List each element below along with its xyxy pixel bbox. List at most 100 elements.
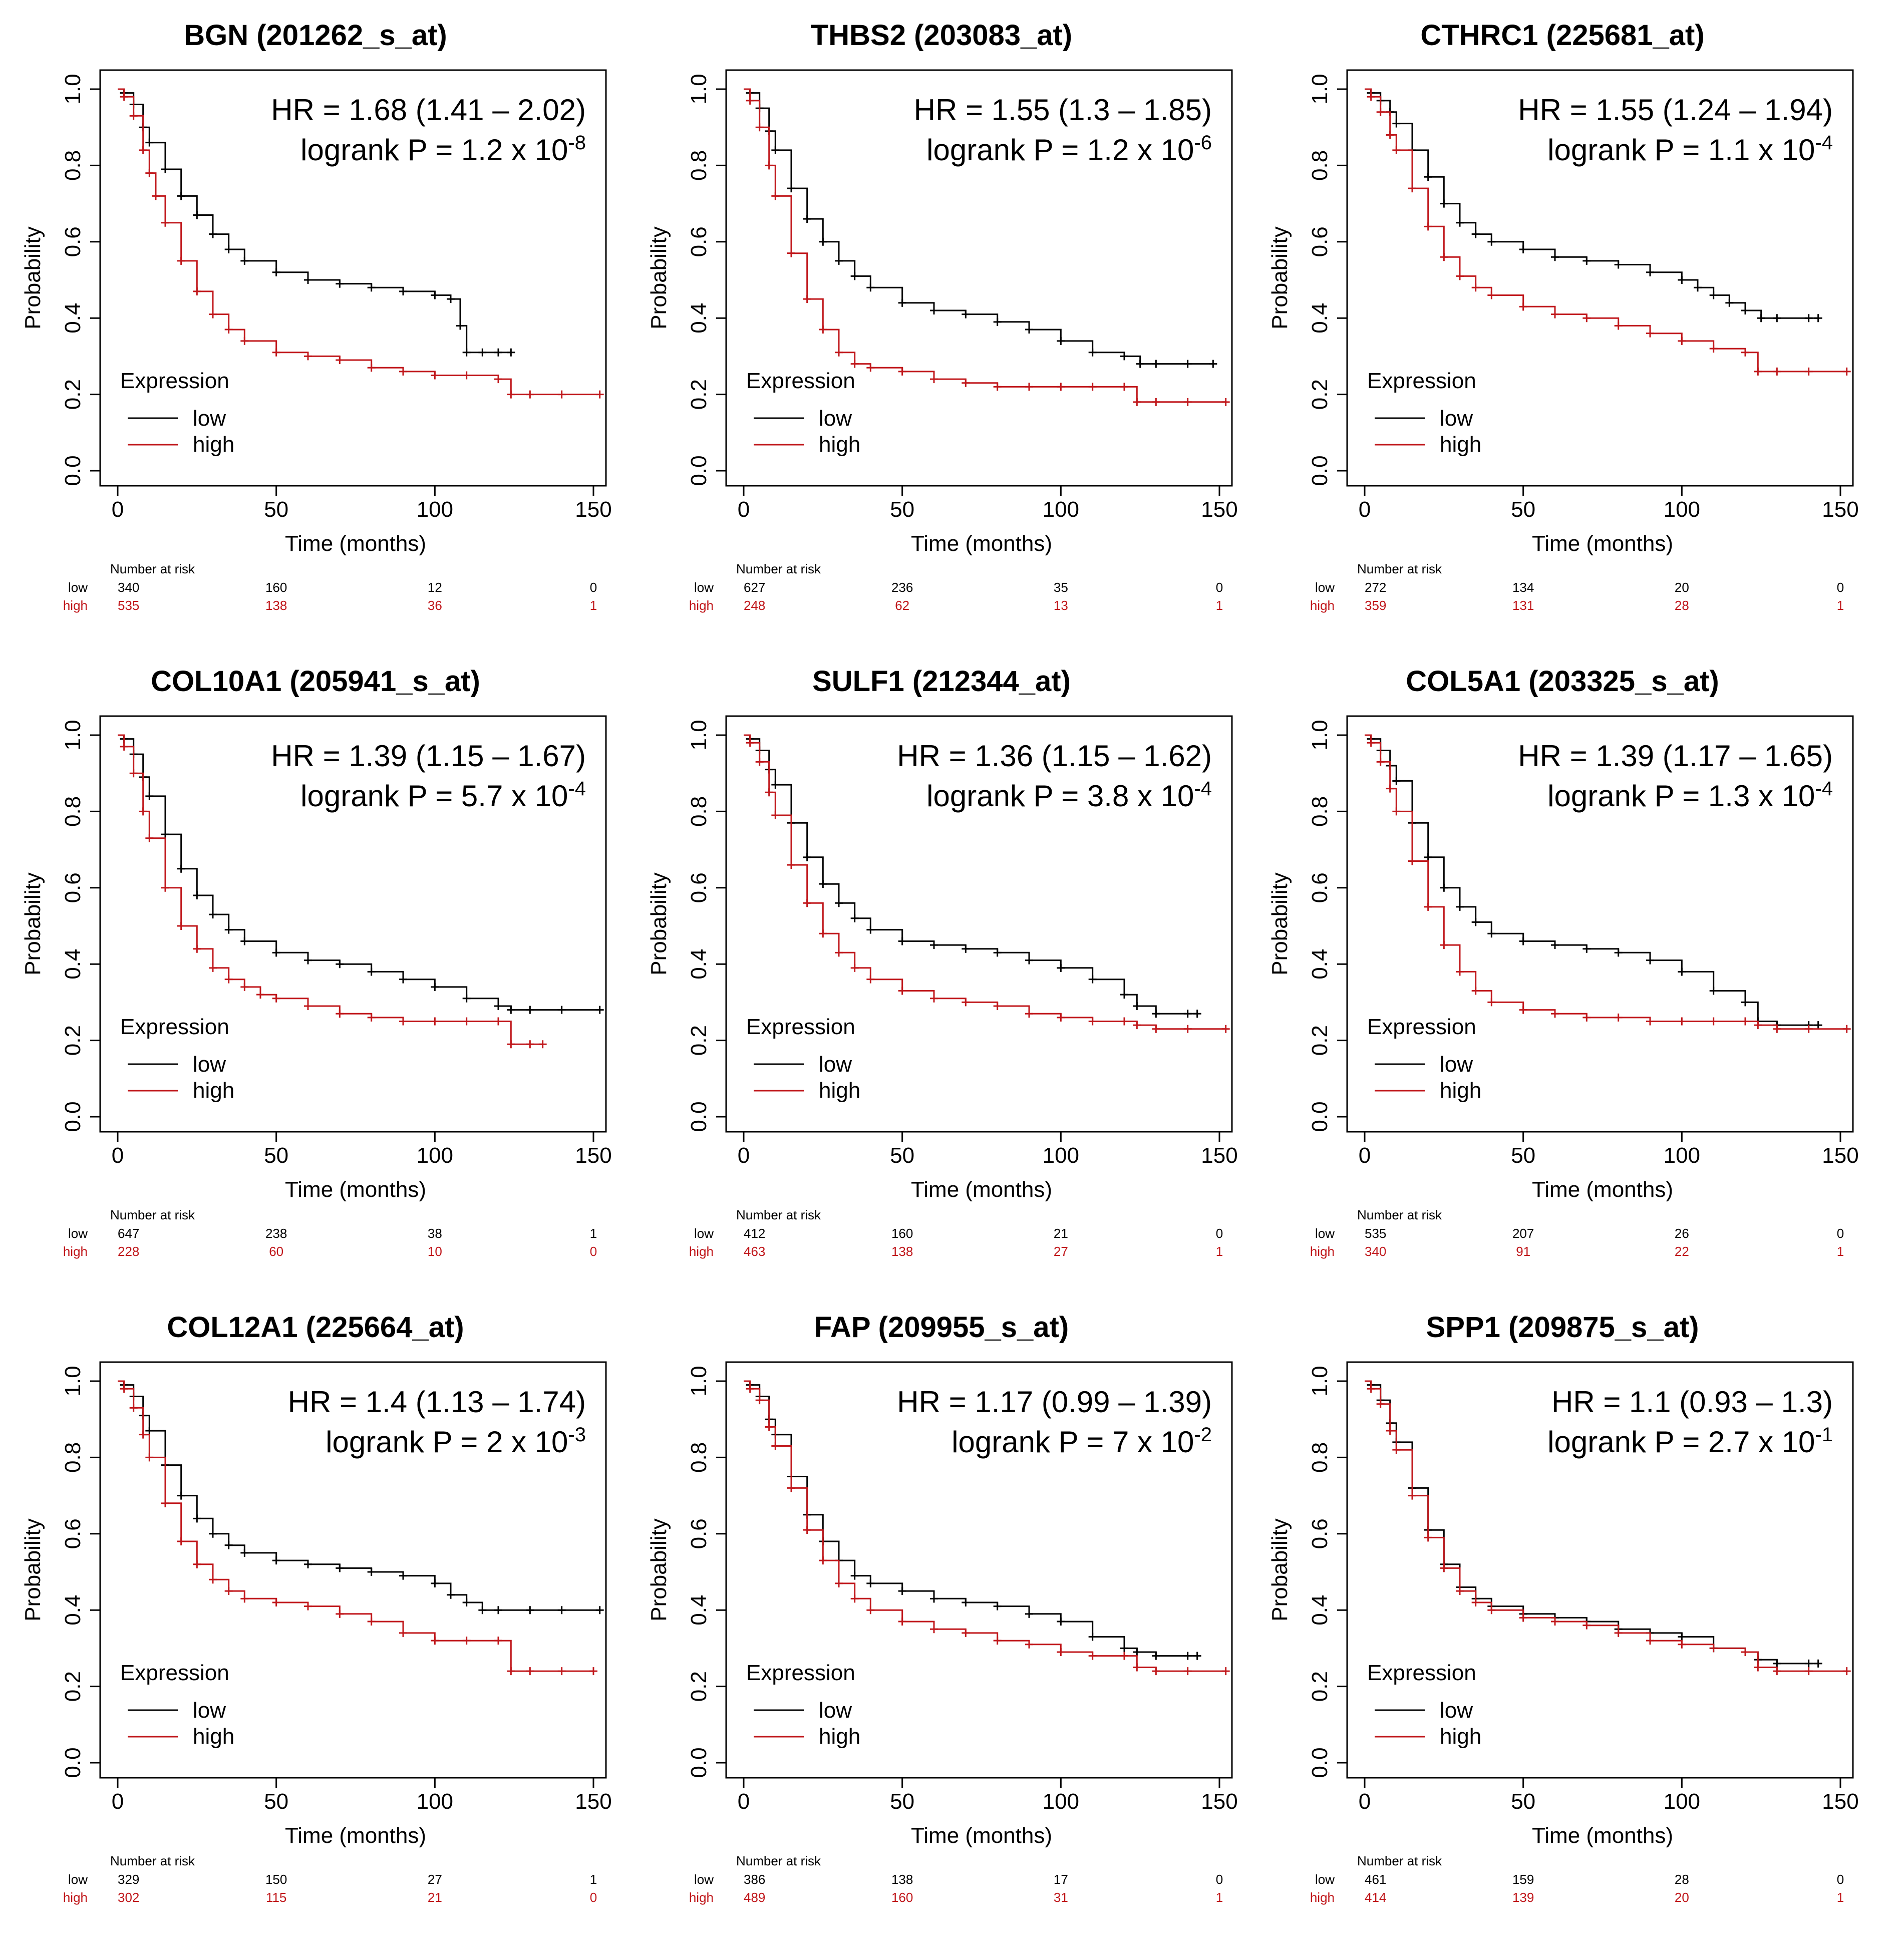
- censor-mark: [240, 1548, 249, 1557]
- censor-mark: [462, 1637, 471, 1645]
- censor-mark: [1487, 998, 1496, 1007]
- censor-mark: [1582, 1621, 1591, 1630]
- survival-curve-low: [1365, 734, 1818, 1026]
- censor-mark: [145, 169, 154, 177]
- risk-count-low: 0: [1837, 1226, 1844, 1241]
- hazard-ratio: HR = 1.55 (1.24 – 1.94): [1518, 93, 1833, 127]
- hazard-ratio: HR = 1.4 (1.13 – 1.74): [288, 1385, 586, 1419]
- risk-count-low: 28: [1675, 1872, 1689, 1887]
- censor-mark: [1709, 345, 1718, 353]
- censor-mark: [431, 1637, 439, 1645]
- x-tick-label: 150: [1201, 1789, 1237, 1814]
- risk-row-label-low: low: [694, 580, 714, 595]
- risk-table-title: Number at risk: [110, 561, 195, 576]
- censor-mark: [1551, 1618, 1559, 1626]
- km-panel: COL12A1 (225664_at) 0.0 0.2 0.4 0.6 0.8 1.0 0 50…: [10, 1297, 631, 1938]
- plot-frame: [1346, 69, 1854, 487]
- censor-mark: [819, 1556, 827, 1565]
- hazard-ratio: HR = 1.36 (1.15 – 1.62): [897, 739, 1212, 773]
- km-chart-svg: COL10A1 (205941_s_at) 0.0 0.2 0.4 0.6 0.8 1.0 0…: [21, 665, 612, 1259]
- censor-mark: [1804, 1667, 1813, 1676]
- y-tick-label: 0.0: [61, 455, 85, 486]
- censor-mark: [399, 367, 407, 376]
- risk-count-low: 329: [118, 1872, 139, 1887]
- censor-mark: [771, 781, 780, 789]
- censor-mark: [930, 941, 938, 949]
- censor-mark: [1367, 1385, 1375, 1393]
- censor-mark: [850, 1571, 859, 1580]
- legend-label-high: high: [819, 432, 860, 457]
- censor-mark: [1487, 237, 1496, 246]
- risk-row-label-low: low: [68, 1872, 88, 1887]
- censor-mark: [803, 853, 811, 861]
- y-tick-label: 0.6: [687, 1518, 711, 1549]
- censor-mark: [139, 1430, 147, 1439]
- censor-mark: [1088, 975, 1097, 984]
- risk-row-label-high: high: [1310, 1890, 1335, 1905]
- censor-mark: [1120, 383, 1128, 391]
- censor-mark: [1725, 298, 1734, 307]
- censor-mark: [120, 1385, 128, 1393]
- censor-mark: [209, 230, 217, 238]
- risk-row-label-low: low: [1315, 1226, 1335, 1241]
- logrank-p-mantissa: logrank P = 1.3 x 10: [1547, 779, 1815, 813]
- y-tick-label: 0.8: [61, 1442, 85, 1473]
- censor-mark: [507, 1667, 515, 1676]
- censor-mark: [1424, 222, 1432, 231]
- censor-mark: [1456, 967, 1464, 976]
- censor-mark: [771, 1442, 780, 1450]
- censor-mark: [1646, 1017, 1654, 1026]
- censor-mark: [898, 1618, 906, 1626]
- censor-mark: [1551, 253, 1559, 261]
- km-panel: SPP1 (209875_s_at) 0.0 0.2 0.4 0.6 0.8 1.0 0 50 1…: [1257, 1297, 1878, 1938]
- censor-mark: [1614, 948, 1623, 957]
- y-axis-label: Probability: [1267, 226, 1292, 329]
- y-tick-label: 0.4: [1308, 1595, 1332, 1626]
- risk-count-low: 38: [428, 1226, 442, 1241]
- censor-mark: [1057, 963, 1065, 972]
- censor-mark: [1471, 1598, 1480, 1606]
- risk-count-low: 1: [590, 1226, 597, 1241]
- censor-mark: [898, 987, 906, 995]
- censor-mark: [1133, 398, 1141, 406]
- censor-mark: [746, 1385, 754, 1393]
- risk-count-high: 22: [1675, 1244, 1689, 1259]
- censor-mark: [431, 1579, 439, 1587]
- logrank-p-mantissa: logrank P = 3.8 x 10: [926, 779, 1194, 813]
- y-tick-label: 1.0: [61, 720, 85, 750]
- censor-mark: [1183, 360, 1192, 368]
- censor-mark: [507, 1040, 515, 1049]
- y-tick-label: 0.6: [61, 872, 85, 903]
- y-tick-label: 0.6: [1308, 872, 1332, 903]
- censor-mark: [1614, 321, 1623, 330]
- x-tick-label: 0: [738, 1789, 750, 1814]
- censor-mark: [1120, 1644, 1128, 1653]
- censor-mark: [1424, 1533, 1432, 1542]
- survival-curve-low: [1365, 1380, 1818, 1665]
- km-chart-svg: SPP1 (209875_s_at) 0.0 0.2 0.4 0.6 0.8 1.0 0 50 1…: [1267, 1311, 1859, 1905]
- censor-mark: [1408, 1491, 1416, 1500]
- censor-mark: [803, 1526, 811, 1534]
- risk-count-low: 159: [1512, 1872, 1534, 1887]
- censor-mark: [765, 1423, 773, 1431]
- y-tick-label: 1.0: [687, 74, 711, 104]
- censor-mark: [1152, 1652, 1160, 1660]
- risk-count-high: 36: [428, 598, 442, 613]
- censor-mark: [1471, 918, 1480, 926]
- censor-mark: [224, 1587, 233, 1595]
- y-tick-label: 0.0: [61, 1101, 85, 1132]
- censor-mark: [1456, 902, 1464, 911]
- censor-mark: [993, 383, 1002, 391]
- censor-mark: [866, 1606, 875, 1614]
- censor-mark: [1376, 1400, 1385, 1408]
- logrank-p-mantissa: logrank P = 1.2 x 10: [926, 133, 1194, 167]
- risk-count-high: 31: [1054, 1890, 1068, 1905]
- censor-mark: [1152, 398, 1160, 406]
- censor-mark: [224, 975, 233, 984]
- x-tick-label: 150: [575, 497, 611, 522]
- legend-title: Expression: [1367, 1661, 1476, 1685]
- risk-table-title: Number at risk: [110, 1207, 195, 1222]
- logrank-p: logrank P = 1.2 x 10-8: [300, 132, 586, 167]
- censor-mark: [1221, 398, 1230, 406]
- censor-mark: [1519, 1613, 1527, 1622]
